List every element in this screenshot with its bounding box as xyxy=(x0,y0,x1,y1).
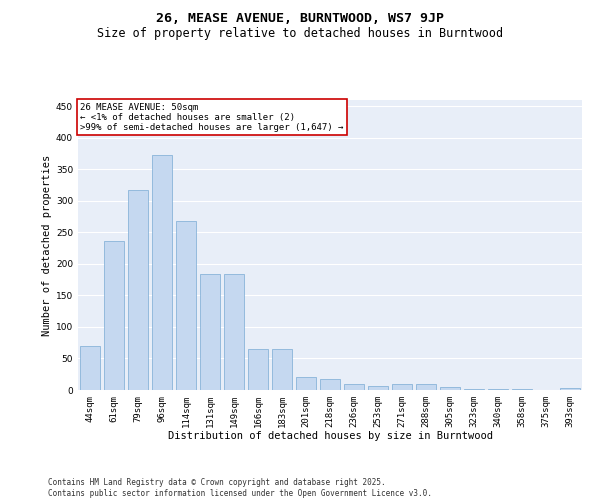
Y-axis label: Number of detached properties: Number of detached properties xyxy=(42,154,52,336)
Bar xyxy=(440,388,460,390)
Bar xyxy=(176,221,196,390)
Text: Size of property relative to detached houses in Burntwood: Size of property relative to detached ho… xyxy=(97,28,503,40)
Bar xyxy=(200,274,220,390)
Bar xyxy=(368,386,388,390)
Bar xyxy=(296,378,316,390)
Bar xyxy=(320,378,340,390)
Text: 26 MEASE AVENUE: 50sqm
← <1% of detached houses are smaller (2)
>99% of semi-det: 26 MEASE AVENUE: 50sqm ← <1% of detached… xyxy=(80,102,344,132)
Bar xyxy=(464,388,484,390)
Text: Contains HM Land Registry data © Crown copyright and database right 2025.
Contai: Contains HM Land Registry data © Crown c… xyxy=(48,478,432,498)
Bar xyxy=(392,384,412,390)
Bar xyxy=(248,349,268,390)
Bar xyxy=(560,388,580,390)
Bar xyxy=(128,190,148,390)
Bar xyxy=(272,349,292,390)
Bar xyxy=(104,241,124,390)
Bar xyxy=(344,384,364,390)
Bar xyxy=(80,346,100,390)
Text: 26, MEASE AVENUE, BURNTWOOD, WS7 9JP: 26, MEASE AVENUE, BURNTWOOD, WS7 9JP xyxy=(156,12,444,26)
Bar xyxy=(152,155,172,390)
Bar xyxy=(416,384,436,390)
Bar xyxy=(224,274,244,390)
X-axis label: Distribution of detached houses by size in Burntwood: Distribution of detached houses by size … xyxy=(167,432,493,442)
